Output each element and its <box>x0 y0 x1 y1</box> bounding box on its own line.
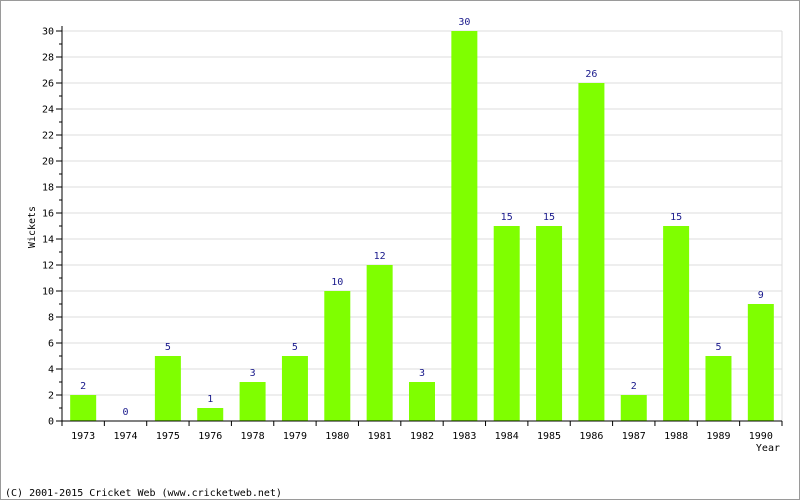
x-tick-label: 1976 <box>198 431 222 442</box>
x-tick-label: 1973 <box>71 431 95 442</box>
x-tick-label: 1980 <box>325 431 349 442</box>
x-tick-label: 1989 <box>706 431 730 442</box>
data-label: 26 <box>585 69 597 80</box>
bar <box>281 356 308 421</box>
bar <box>747 304 774 421</box>
y-tick-label: 28 <box>42 53 54 64</box>
label-layer: 0246810121416182022242628302197301974519… <box>42 17 773 442</box>
data-label: 0 <box>123 407 129 418</box>
bar-layer <box>70 31 774 421</box>
x-tick-label: 1990 <box>749 431 773 442</box>
bar <box>493 226 520 421</box>
x-tick-label: 1986 <box>579 431 603 442</box>
data-label: 5 <box>292 342 298 353</box>
x-tick-label: 1983 <box>452 431 476 442</box>
data-label: 12 <box>374 251 386 262</box>
data-label: 30 <box>458 17 470 28</box>
y-tick-label: 4 <box>48 365 54 376</box>
x-tick-label: 1987 <box>622 431 646 442</box>
x-tick-label: 1981 <box>368 431 392 442</box>
data-label: 5 <box>715 342 721 353</box>
y-tick-label: 0 <box>48 417 54 428</box>
y-tick-label: 30 <box>42 27 54 38</box>
y-tick-label: 8 <box>48 313 54 324</box>
data-label: 3 <box>250 368 256 379</box>
bar <box>578 83 605 421</box>
x-tick-label: 1982 <box>410 431 434 442</box>
data-label: 1 <box>207 394 213 405</box>
y-tick-label: 18 <box>42 183 54 194</box>
y-tick-label: 12 <box>42 261 54 272</box>
bar <box>536 226 563 421</box>
grid-layer <box>62 30 783 421</box>
bar <box>409 382 435 421</box>
x-axis-label: Year <box>756 443 780 454</box>
y-tick-label: 26 <box>42 79 54 90</box>
data-label: 15 <box>670 212 682 223</box>
x-tick-label: 1984 <box>495 431 519 442</box>
x-tick-label: 1978 <box>241 431 265 442</box>
bar <box>70 395 97 421</box>
data-label: 3 <box>419 368 425 379</box>
y-tick-label: 22 <box>42 131 54 142</box>
bar <box>154 356 181 421</box>
y-tick-label: 20 <box>42 157 54 168</box>
copyright-footer: (C) 2001-2015 Cricket Web (www.cricketwe… <box>5 488 282 499</box>
data-label: 2 <box>80 381 86 392</box>
bar <box>705 356 732 421</box>
axis-layer <box>56 26 783 426</box>
x-tick-label: 1974 <box>113 431 137 442</box>
x-tick-label: 1975 <box>156 431 180 442</box>
data-label: 15 <box>501 212 513 223</box>
data-label: 15 <box>543 212 555 223</box>
bar <box>366 265 393 421</box>
y-tick-label: 16 <box>42 209 54 220</box>
y-tick-label: 2 <box>48 391 54 402</box>
data-label: 2 <box>631 381 637 392</box>
y-tick-label: 10 <box>42 287 54 298</box>
x-tick-label: 1985 <box>537 431 561 442</box>
x-tick-label: 1979 <box>283 431 307 442</box>
bar <box>324 291 351 421</box>
bar <box>451 31 478 421</box>
data-label: 10 <box>331 277 343 288</box>
bar <box>197 408 224 421</box>
y-tick-label: 14 <box>42 235 54 246</box>
x-tick-label: 1988 <box>664 431 688 442</box>
data-label: 9 <box>758 290 764 301</box>
data-label: 5 <box>165 342 171 353</box>
y-tick-label: 24 <box>42 105 54 116</box>
bar <box>239 382 266 421</box>
bar <box>620 395 647 421</box>
bar <box>663 226 690 421</box>
y-axis-label: Wickets <box>27 206 38 248</box>
y-tick-label: 6 <box>48 339 54 350</box>
